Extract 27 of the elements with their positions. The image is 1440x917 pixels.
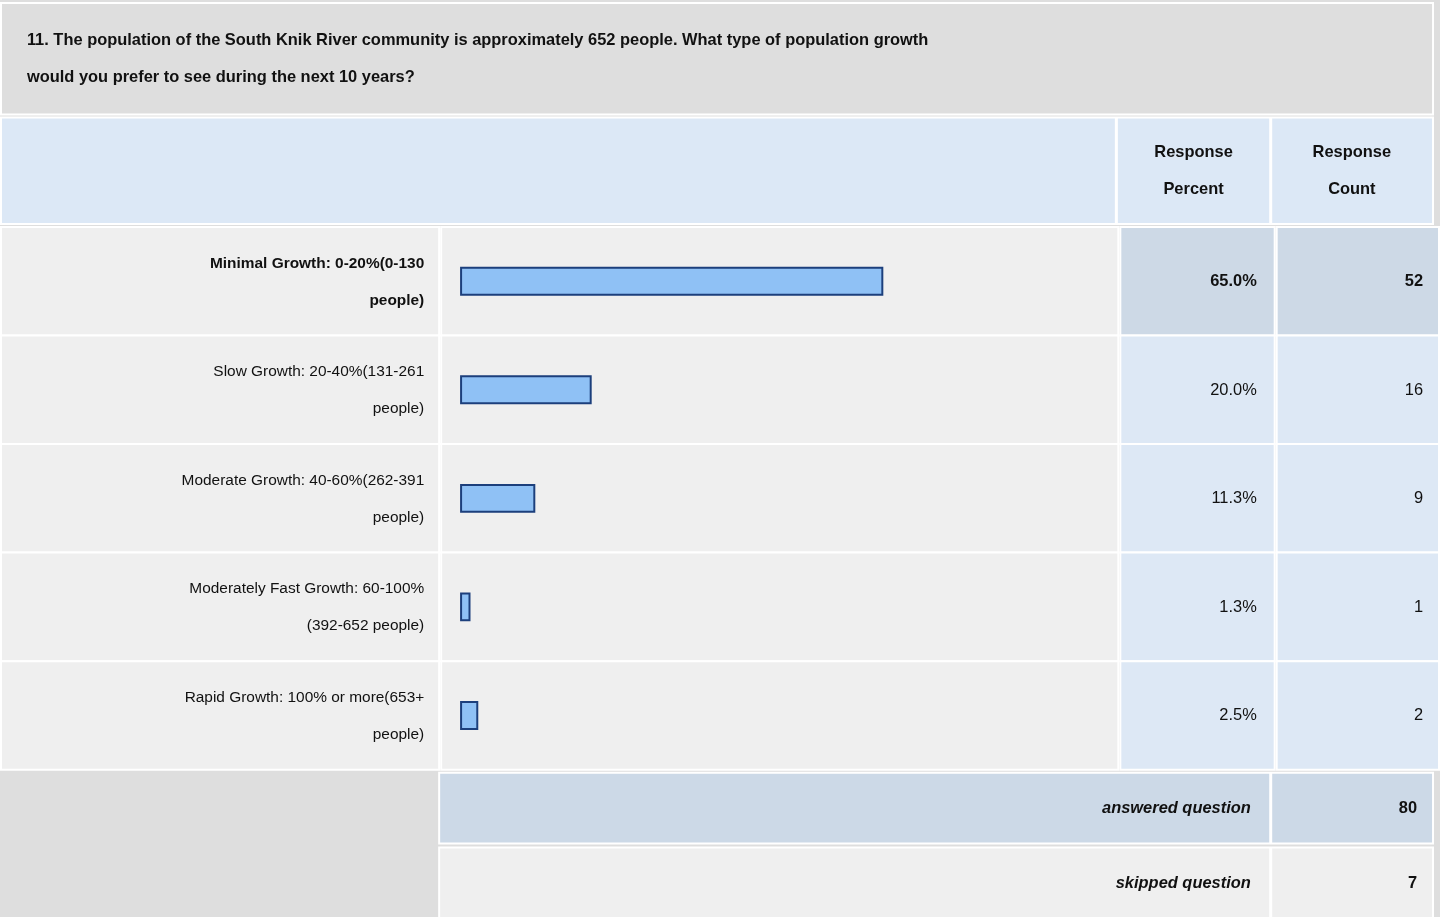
text: 9: [1413, 488, 1424, 507]
text: 16: [1404, 379, 1424, 398]
bar: [460, 701, 479, 730]
text: 1: [1413, 596, 1424, 615]
data-label: 11.3%: [1211, 488, 1258, 507]
text: 80: [1398, 798, 1418, 817]
chart-title: 11. The population of the South Knik River community is approximately 652 people. What type of population growth would you prefer to see during the next 10 years?: [25, 30, 929, 86]
category-label: Moderate Growth: 40-60%(262-391 people): [181, 470, 425, 525]
category-label: Slow Growth: 20-40%(131-261 people): [213, 362, 425, 417]
text: 7: [1407, 872, 1418, 891]
text: Response Percent: [1154, 142, 1233, 198]
data-label: 20.0%: [1210, 379, 1258, 398]
text: answered question: [1102, 798, 1251, 817]
data-label: 2.5%: [1219, 705, 1258, 724]
bar: [460, 592, 471, 622]
text: skipped question: [1115, 872, 1251, 891]
data-label: 65.0%: [1210, 271, 1258, 290]
bar: [460, 483, 536, 513]
category-label: Minimal Growth: 0-20%(0-130 people): [209, 253, 425, 308]
text: Response Count: [1312, 142, 1392, 198]
category-label: Moderately Fast Growth: 60-100% (392-652 people): [189, 579, 425, 634]
category-label: Rapid Growth: 100% or more(653+ people): [184, 688, 425, 742]
bar: [460, 266, 884, 296]
text: 2: [1413, 705, 1424, 724]
bar: [460, 375, 592, 405]
text: 52: [1404, 271, 1424, 290]
data-label: 1.3%: [1219, 596, 1258, 615]
